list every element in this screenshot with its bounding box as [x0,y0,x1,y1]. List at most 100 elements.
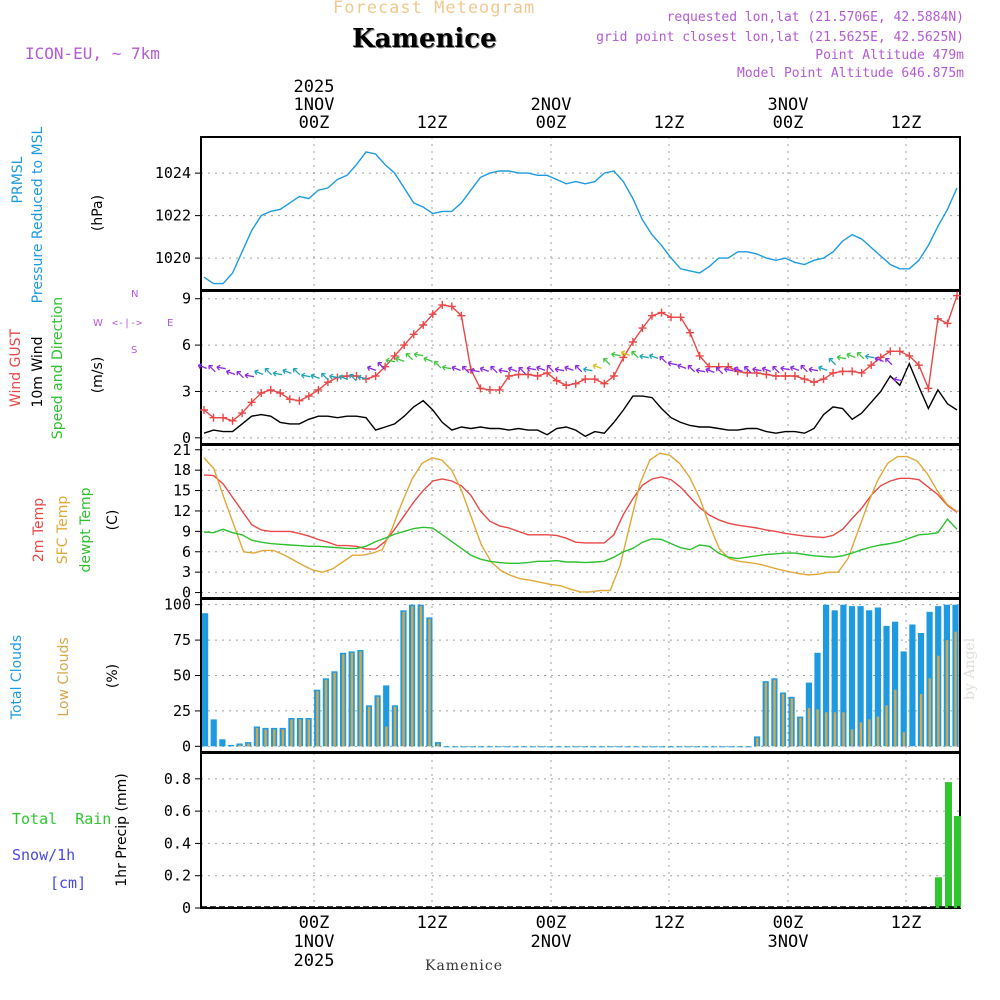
arrow-head [856,351,862,357]
total-clouds-bar [460,746,467,748]
compass-e: E [167,318,174,329]
arrow-shaft [198,364,207,369]
arrow-head [479,366,485,372]
low-clouds-bar [756,737,759,747]
ytick-label: 0 [182,429,191,447]
total-clouds-bar [452,746,459,748]
gust-marker [228,416,237,425]
arrow-head [828,357,834,363]
total-clouds-bar [624,746,631,748]
total-clouds-bar [616,746,623,748]
gust-marker [400,341,409,350]
total-clouds-bar [529,746,536,748]
arrow-shaft [659,356,667,364]
low-clouds-bar [902,732,906,747]
low-clouds-bar [367,706,371,747]
arrow-head [789,365,795,371]
wind-direction-arrow [789,365,800,371]
low-clouds-bar [385,726,388,747]
low-clouds-bar [781,693,785,747]
arrow-shaft [282,369,292,374]
total-clouds-bar [728,746,735,748]
arrow-head [366,365,372,371]
gust-marker [667,313,676,322]
wind-direction-arrow [254,369,264,375]
wind-direction-arrow [648,353,659,359]
wind-direction-arrow [733,366,743,372]
compass-n: N [131,289,139,300]
gust-marker [390,351,399,360]
wind-direction-arrow [800,364,808,373]
arrow-head [705,367,710,373]
total-clouds-bar [503,746,511,748]
low-clouds-bar [307,719,310,747]
gust-marker [924,384,933,393]
arrow-head [582,366,588,373]
total-clouds-bar [719,746,726,748]
wind-direction-arrow [433,360,442,369]
arrow-shaft [518,367,526,375]
label-cm: [cm] [50,874,87,892]
time-top-hour: 12Z [417,113,448,133]
label-total-rain: Total Rain [12,810,112,828]
low-clouds-bar [273,729,276,747]
low-clouds-bar [264,729,267,747]
total-clouds-bar [443,746,450,748]
arrow-shaft [874,357,884,362]
total-clouds-bar [823,604,830,747]
arrow-head [236,370,242,376]
arrow-shaft [893,378,903,382]
arrow-shaft [349,374,357,382]
rain-bar [954,816,961,908]
low-clouds-bar [833,712,837,747]
ytick-label: 0.6 [164,802,191,820]
arrow-shaft [687,365,696,373]
gust-marker [209,413,218,422]
gust-marker [695,351,704,360]
gust-marker [266,385,275,394]
arrow-head [695,367,700,374]
wind-direction-arrow [395,356,405,362]
arrow-head [761,366,767,372]
time-top-hour: 00Z [536,113,567,133]
gridpoint-coords: grid point closest lon,lat (21.5625E, 42… [596,30,964,45]
wind-direction-arrow [864,353,875,360]
wind-direction-arrow [357,374,367,381]
label-snow: Snow/1h [12,846,76,864]
compass-w: W [93,318,103,329]
time-bottom-hour: 00Z [299,913,330,933]
ytick-label: 3 [182,563,191,581]
wind-direction-arrow [780,365,790,372]
low-clouds-bar [859,722,862,747]
arrow-head [885,357,890,363]
wind-direction-arrow [631,350,639,359]
arrow-head [470,367,475,374]
arrow-head [648,353,654,359]
ytick-label: 6 [182,543,191,561]
gust-marker [905,351,914,360]
total-clouds-bar [598,746,605,748]
total-clouds-bar [581,746,588,748]
total-clouds-bar [564,746,571,748]
time-bottom-year: 2025 [294,951,335,971]
wind-direction-arrow [856,351,865,360]
arrow-shaft [828,358,837,366]
low-clouds-bar [790,698,793,747]
total-clouds-bar [840,604,847,747]
wind-direction-arrow [885,357,893,366]
arrow-shaft [639,355,649,359]
gust-marker [428,310,437,319]
gust-marker [867,361,876,370]
wind-direction-arrow [225,369,236,375]
arrow-shaft [273,372,283,376]
low-clouds-bar [298,719,302,747]
low-clouds-bar [281,729,285,747]
wind-direction-arrow [582,366,593,373]
arrow-head [216,364,221,371]
wind-direction-arrow [236,370,244,379]
wind-direction-arrow [744,365,752,374]
arrow-shaft [631,351,639,359]
total-clouds-bar [547,746,554,748]
sfc-temp-line [203,452,958,593]
wind-direction-arrow [208,364,216,373]
